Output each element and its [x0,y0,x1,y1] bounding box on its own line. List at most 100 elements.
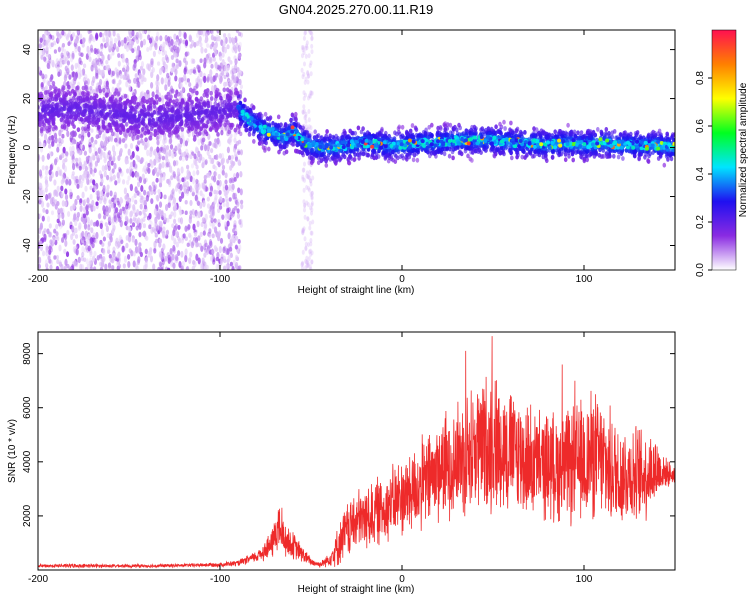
noise-cell [172,244,176,252]
noise-cell [233,143,238,150]
noise-cell [191,188,195,193]
noise-cell [140,157,144,164]
noise-cell [109,235,113,243]
noise-cell [74,234,79,239]
noise-cell [91,80,95,87]
noise-cell [157,213,161,220]
noise-cell [306,73,310,79]
noise-cell [200,263,204,270]
noise-cell [171,253,175,261]
noise-cell [174,230,178,238]
noise-cell [308,225,312,231]
noise-cell [111,86,115,93]
band-cell [192,88,196,94]
noise-cell [65,178,69,185]
noise-cell [210,34,214,41]
noise-cell [56,37,60,44]
noise-cell [136,265,140,270]
noise-cell [138,222,142,230]
noise-cell [154,223,159,229]
noise-cell [60,185,64,192]
noise-cell [132,251,136,257]
noise-cell [218,153,222,158]
noise-cell [210,214,214,221]
noise-cell [38,213,42,218]
noise-cell [100,178,104,184]
noise-cell [140,90,144,97]
noise-cell [74,62,78,70]
noise-cell [84,185,88,192]
noise-cell [303,61,306,67]
noise-cell [197,235,201,241]
noise-cell [125,80,129,88]
band-cell [427,124,432,130]
noise-cell [47,53,51,60]
noise-cell [109,41,113,46]
noise-cell [47,255,51,261]
noise-cell [156,31,160,38]
noise-cell [170,260,174,268]
noise-cell [41,73,45,80]
band-cell [466,153,470,159]
noise-cell [302,90,306,96]
noise-cell [93,47,97,55]
noise-cell [128,84,132,92]
noise-cell [106,174,110,181]
noise-cell [119,73,123,79]
noise-cell [126,196,130,203]
noise-cell [195,242,200,248]
band-cell [152,104,157,109]
noise-cell [171,152,175,159]
noise-cell [162,243,166,251]
noise-cell [172,262,176,269]
noise-cell [211,233,215,239]
noise-cell [211,85,215,93]
noise-cell [111,70,115,77]
noise-cell [204,33,209,39]
noise-cell [69,205,73,212]
noise-cell [222,202,226,207]
noise-cell [238,31,242,37]
noise-cell [211,222,215,230]
noise-cell [81,251,85,258]
noise-cell [129,155,134,160]
spectrogram-marks [38,30,675,270]
noise-cell [210,30,214,35]
noise-cell [117,60,121,67]
band-cell [202,115,206,121]
noise-cell [40,54,44,60]
noise-cell [154,232,158,238]
noise-cell [196,64,200,70]
band-cell [222,87,227,93]
noise-cell [128,232,132,237]
noise-cell [229,133,233,139]
noise-cell [80,255,84,262]
noise-cell [173,173,177,180]
noise-cell [309,192,313,197]
noise-cell [71,225,75,233]
noise-cell [129,183,133,190]
noise-cell [158,251,162,258]
noise-cell [167,178,171,186]
noise-cell [184,248,188,256]
band-cell [502,151,506,157]
noise-cell [234,46,238,54]
noise-cell [48,223,52,229]
noise-cell [236,201,240,207]
noise-cell [204,144,208,152]
noise-cell [218,190,222,195]
noise-cell [89,33,93,40]
noise-cell [237,52,241,60]
noise-cell [203,265,207,270]
noise-cell [213,218,217,223]
noise-cell [45,182,49,188]
noise-cell [48,249,52,255]
noise-cell [310,201,314,206]
noise-cell [197,72,202,78]
noise-cell [306,263,310,269]
noise-cell [163,194,167,200]
band-cell [69,113,74,119]
noise-cell [63,248,67,255]
noise-cell [66,229,70,236]
